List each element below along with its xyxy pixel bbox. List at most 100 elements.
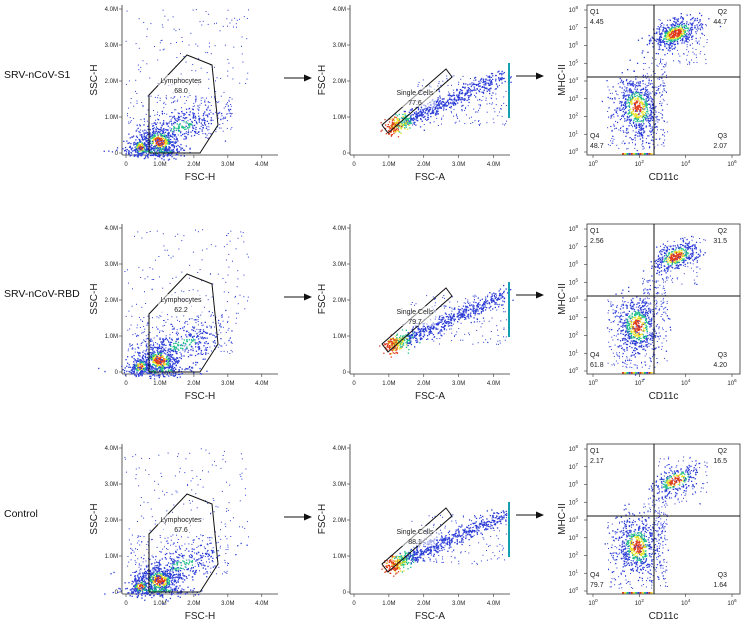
- event-dot: [142, 365, 144, 367]
- event-dot: [479, 107, 481, 109]
- event-dot: [672, 25, 673, 27]
- event-dot: [677, 35, 679, 37]
- event-dot: [147, 369, 149, 372]
- event-dot: [134, 359, 136, 361]
- event-dot: [192, 126, 194, 128]
- event-dot: [132, 344, 133, 346]
- event-dot: [159, 151, 161, 153]
- event-dot: [162, 342, 164, 344]
- event-dot: [647, 97, 649, 99]
- event-dot: [666, 121, 668, 123]
- event-dot: [462, 86, 464, 88]
- event-dot: [420, 109, 422, 111]
- x-tick-label: 1.0M: [153, 162, 166, 168]
- event-dot: [190, 32, 192, 34]
- event-dot: [639, 94, 641, 96]
- event-dot: [408, 124, 410, 126]
- event-dot: [132, 334, 134, 336]
- event-dot: [464, 109, 466, 111]
- event-dot: [659, 48, 661, 50]
- event-dot: [474, 94, 475, 96]
- event-dot: [203, 337, 205, 339]
- event-dot: [659, 77, 661, 79]
- event-dot: [479, 82, 481, 84]
- event-dot: [159, 367, 161, 369]
- event-dot: [629, 137, 631, 139]
- event-dot: [671, 45, 673, 47]
- x-tick-label: 1.0M: [382, 162, 395, 168]
- event-dot: [228, 291, 230, 293]
- event-dot: [165, 353, 167, 355]
- event-dot: [410, 119, 412, 121]
- event-dot: [168, 147, 170, 149]
- event-dot: [166, 249, 168, 251]
- event-dot: [167, 358, 170, 360]
- event-dot: [639, 109, 641, 111]
- event-dot: [195, 117, 197, 119]
- event-dot: [157, 353, 159, 356]
- event-dot: [664, 31, 666, 33]
- event-dot: [411, 122, 413, 124]
- event-dot: [682, 27, 684, 29]
- event-dot: [140, 361, 143, 363]
- event-dot: [421, 120, 423, 122]
- event-dot: [203, 342, 206, 344]
- event-dot: [610, 140, 612, 142]
- event-dot: [411, 117, 413, 120]
- event-dot: [151, 125, 154, 127]
- event-dot: [186, 340, 188, 343]
- event-dot: [408, 120, 410, 122]
- event-dot: [656, 31, 658, 33]
- event-dot: [668, 46, 670, 48]
- event-dot: [180, 96, 181, 98]
- event-dot: [652, 116, 654, 117]
- event-dot: [138, 352, 140, 354]
- event-dot: [626, 127, 628, 130]
- event-dot: [640, 133, 642, 135]
- event-dot: [621, 87, 623, 89]
- event-dot: [620, 80, 622, 82]
- event-dot: [394, 122, 397, 124]
- event-dot: [162, 341, 165, 343]
- event-dot: [140, 149, 142, 151]
- event-dot: [157, 148, 159, 150]
- event-dot: [155, 147, 157, 149]
- event-dot: [169, 363, 171, 365]
- event-dot: [632, 92, 634, 95]
- event-dot: [144, 120, 146, 122]
- event-dot: [142, 354, 144, 356]
- event-dot: [193, 113, 196, 115]
- event-dot: [191, 108, 194, 110]
- event-dot: [423, 124, 425, 125]
- event-dot: [135, 143, 137, 145]
- event-dot: [165, 357, 168, 359]
- axis-pileup-dot: [648, 153, 651, 155]
- event-dot: [422, 111, 425, 113]
- event-dot: [641, 103, 643, 105]
- event-dot: [154, 149, 156, 151]
- event-dot: [456, 113, 457, 115]
- event-dot: [162, 113, 163, 115]
- event-dot: [679, 36, 681, 39]
- event-dot: [144, 157, 147, 159]
- event-dot: [642, 87, 645, 90]
- event-dot: [155, 361, 157, 363]
- event-dot: [169, 348, 171, 350]
- event-dot: [641, 102, 643, 104]
- event-dot: [488, 76, 490, 78]
- event-dot: [640, 107, 643, 109]
- event-dot: [643, 107, 645, 109]
- event-dot: [654, 86, 656, 88]
- event-dot: [147, 155, 149, 157]
- event-dot: [458, 120, 460, 122]
- event-dot: [152, 352, 154, 355]
- event-dot: [656, 86, 658, 88]
- event-dot: [168, 354, 170, 357]
- event-dot: [156, 153, 158, 155]
- event-dot: [415, 106, 417, 109]
- event-dot: [135, 364, 137, 366]
- event-dot: [208, 310, 210, 313]
- event-dot: [488, 88, 490, 91]
- event-dot: [473, 82, 475, 84]
- event-dot: [686, 49, 688, 51]
